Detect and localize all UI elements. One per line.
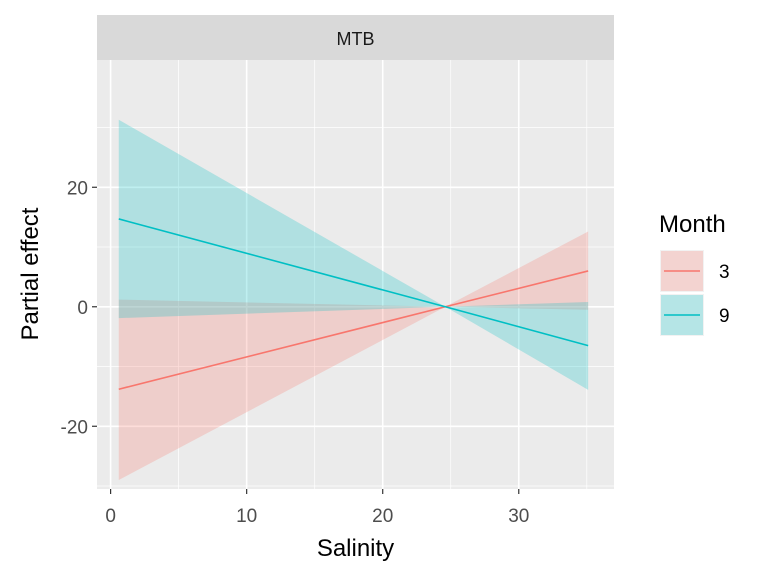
ribbon-month-9 (118, 119, 589, 390)
confidence-ribbons (118, 119, 589, 481)
y-tick-label: -20 (61, 417, 88, 438)
ribbon-month-3 (118, 231, 589, 481)
y-tick-label: 0 (77, 298, 88, 319)
legend-label-3: 3 (719, 262, 730, 283)
minor-gridlines (97, 60, 614, 489)
line-month-9 (118, 218, 589, 347)
x-tick-label: 0 (105, 506, 116, 527)
plot-panel (97, 60, 614, 489)
x-axis-title: Salinity (317, 535, 394, 562)
facet-label: MTB (337, 29, 375, 49)
x-tick-label: 20 (372, 506, 393, 527)
legend-label-9: 9 (719, 306, 730, 327)
legend-title: Month (659, 211, 726, 238)
x-axis: 0 10 20 30 (105, 489, 529, 527)
x-tick-label: 10 (236, 506, 257, 527)
y-tick-label: 20 (67, 178, 88, 199)
series-lines (118, 218, 589, 390)
facet-strip (97, 15, 614, 60)
legend-keys: 39 (660, 250, 730, 336)
legend: Month 39 (659, 211, 730, 336)
y-axis: -20 0 20 (61, 178, 97, 438)
y-axis-title: Partial effect (17, 207, 44, 340)
major-gridlines (97, 60, 614, 489)
x-tick-label: 30 (508, 506, 529, 527)
